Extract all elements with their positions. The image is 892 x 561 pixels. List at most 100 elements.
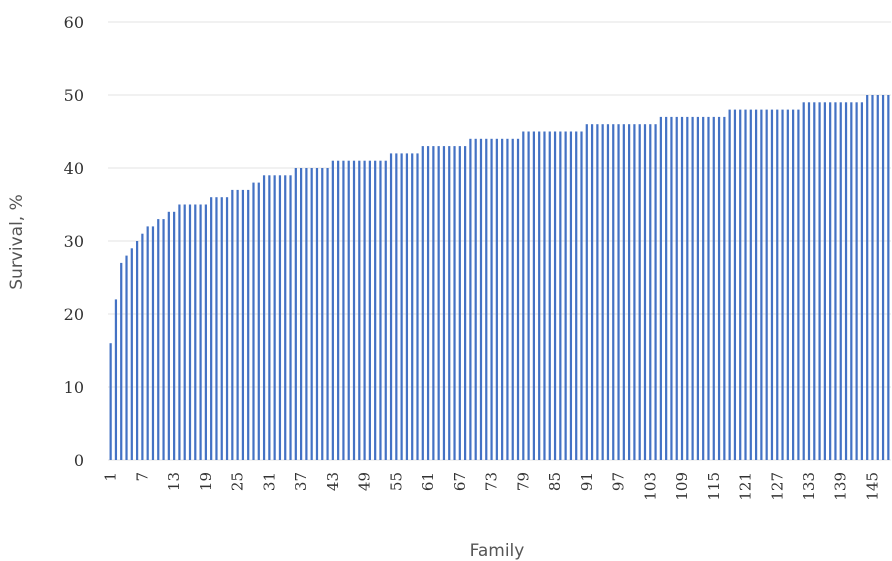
bar — [125, 255, 128, 460]
bar — [754, 109, 758, 460]
bar — [495, 138, 498, 461]
bar — [744, 109, 747, 460]
x-tick-label: 67 — [451, 472, 469, 491]
y-tick-label: 60 — [64, 13, 84, 32]
bar — [532, 131, 535, 460]
bar — [569, 131, 573, 460]
bar — [739, 109, 742, 460]
bar — [691, 116, 694, 461]
bar — [379, 160, 382, 460]
bar — [331, 160, 334, 460]
bar — [416, 153, 419, 460]
bar — [363, 160, 366, 460]
bar-series — [109, 95, 890, 461]
bar — [712, 116, 715, 461]
bar — [585, 124, 588, 460]
bar — [347, 160, 350, 460]
bar — [855, 102, 858, 461]
bar — [448, 146, 451, 460]
bar — [151, 226, 155, 460]
bar — [548, 131, 551, 460]
bar — [728, 109, 731, 460]
bar — [707, 116, 710, 461]
x-tick-label: 103 — [641, 472, 659, 501]
bar — [776, 109, 779, 460]
bar — [231, 189, 234, 460]
bar — [807, 102, 811, 461]
bar — [675, 116, 678, 461]
bar — [538, 131, 541, 460]
bar — [464, 146, 467, 460]
x-tick-label: 85 — [546, 472, 564, 491]
bar — [183, 204, 186, 460]
bar — [469, 138, 472, 461]
x-tick-label: 1 — [102, 472, 120, 482]
bar — [717, 116, 721, 461]
bar — [696, 116, 699, 461]
bar — [474, 138, 477, 461]
bar — [527, 131, 530, 460]
bar — [389, 153, 393, 460]
bar — [501, 138, 504, 461]
bar — [173, 211, 176, 460]
bar — [432, 146, 435, 460]
bar — [575, 131, 578, 460]
bar — [786, 109, 789, 460]
bar — [247, 189, 250, 460]
bar — [453, 146, 456, 460]
y-tick-label: 50 — [64, 86, 84, 105]
x-tick-label: 37 — [292, 472, 310, 491]
bar — [199, 204, 202, 460]
x-tick-label: 127 — [768, 472, 786, 501]
x-tick-label: 7 — [133, 472, 151, 482]
bar — [157, 219, 160, 460]
bar — [305, 168, 308, 460]
bar — [204, 204, 207, 460]
bar — [839, 102, 842, 461]
bar — [834, 102, 837, 461]
bar — [765, 109, 768, 460]
bar — [225, 197, 229, 460]
bar — [702, 116, 705, 461]
x-axis-title: Family — [470, 541, 525, 561]
bar — [797, 109, 800, 460]
bar — [485, 138, 488, 461]
y-tick-label: 40 — [64, 159, 84, 178]
bar — [352, 160, 356, 460]
x-tick-label: 13 — [165, 472, 183, 491]
x-tick-label: 97 — [610, 472, 628, 491]
bar — [321, 168, 324, 460]
y-tick-label: 30 — [64, 232, 84, 251]
bar — [210, 197, 213, 460]
bar — [141, 233, 144, 460]
bar — [194, 204, 197, 460]
bar — [257, 182, 260, 460]
bar — [823, 102, 826, 461]
bar — [368, 160, 371, 460]
bar — [479, 138, 483, 461]
bar — [760, 109, 763, 460]
bar — [426, 146, 430, 460]
bar — [770, 109, 774, 460]
bar — [400, 153, 403, 460]
bar — [299, 168, 303, 460]
bar — [876, 95, 879, 460]
bar — [866, 95, 869, 460]
bar — [564, 131, 567, 460]
bar — [680, 116, 684, 461]
bar — [792, 109, 795, 460]
bar — [310, 168, 313, 460]
x-tick-label: 55 — [387, 472, 405, 491]
y-axis-title: Survival, % — [7, 194, 27, 290]
bar — [781, 109, 784, 460]
bar — [411, 153, 414, 460]
bar — [241, 189, 245, 460]
bar — [114, 299, 118, 460]
bar — [294, 168, 297, 460]
bar — [458, 146, 461, 460]
x-tick-label: 133 — [800, 472, 818, 501]
bar — [871, 95, 874, 460]
bar — [686, 116, 689, 461]
bar — [643, 124, 647, 460]
bar — [628, 124, 631, 460]
